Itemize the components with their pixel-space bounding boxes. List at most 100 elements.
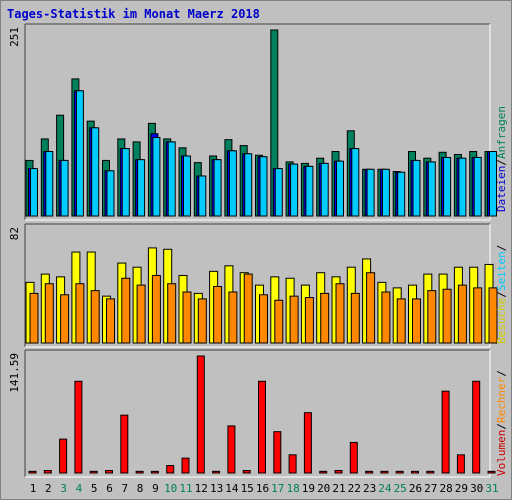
volumen-bar	[319, 470, 328, 474]
seiten-bar	[412, 159, 421, 217]
seiten-bar	[473, 156, 482, 217]
x-tick-label: 3	[60, 482, 67, 495]
rechner-bar	[259, 294, 268, 344]
volumen-bar	[395, 470, 404, 474]
seiten-bar	[213, 159, 222, 217]
rechner-bar	[151, 274, 161, 344]
rechner-bar	[335, 283, 345, 344]
legend-top-part: Anfragen	[495, 106, 508, 159]
volumen-bar	[456, 454, 465, 474]
volumen-bar	[487, 470, 496, 474]
legend-middle-part: /	[495, 291, 508, 298]
x-tick-label: 17	[271, 482, 284, 495]
x-tick-label: 30	[470, 482, 483, 495]
volumen-bar	[43, 470, 52, 474]
legend-top: Dateien/Anfragen	[495, 106, 508, 212]
rechner-bar	[243, 273, 253, 344]
volumen-bar	[426, 470, 435, 474]
x-tick-label: 9	[152, 482, 159, 495]
legend-bottom-part: /	[495, 370, 508, 377]
seiten-bar	[228, 150, 237, 217]
seiten-bar	[290, 163, 299, 217]
seiten-bar	[137, 159, 146, 217]
rechner-bar	[274, 299, 284, 344]
legend-middle-part: /	[495, 245, 508, 252]
x-tick-label: 13	[210, 482, 223, 495]
x-tick-label: 29	[455, 482, 468, 495]
x-tick-label: 10	[164, 482, 177, 495]
x-tick-label: 6	[106, 482, 113, 495]
rechner-bar	[213, 286, 223, 344]
volumen-bar	[105, 470, 113, 474]
seiten-bar	[259, 156, 268, 217]
rechner-bar	[304, 297, 314, 344]
volumen-bar	[349, 441, 358, 474]
seiten-bar	[152, 136, 161, 217]
bottom-panel-ylabel: 141.59	[8, 353, 21, 393]
x-tick-label: 8	[137, 482, 144, 495]
middle-panel-ylabel: 82	[8, 227, 21, 240]
seiten-bar	[397, 171, 406, 217]
x-tick-label: 26	[409, 482, 422, 495]
seiten-bar	[75, 90, 84, 217]
legend-top-part: /	[495, 159, 508, 166]
seiten-bar	[320, 162, 329, 217]
volumen-bar	[334, 470, 343, 474]
rechner-bar	[106, 298, 115, 344]
x-tick-label: 20	[317, 482, 330, 495]
rechner-bar	[412, 298, 421, 344]
x-tick-label: 15	[241, 482, 254, 495]
x-tick-label: 21	[332, 482, 345, 495]
seiten-bar	[489, 151, 497, 217]
x-tick-label: 19	[302, 482, 315, 495]
x-tick-label: 18	[286, 482, 299, 495]
volumen-bar	[288, 454, 297, 474]
rechner-bar	[121, 277, 131, 344]
volumen-bar	[227, 425, 236, 474]
x-tick-label: 22	[348, 482, 361, 495]
volumen-bar	[135, 470, 144, 474]
rechner-bar	[366, 272, 376, 344]
volumen-bar	[74, 380, 83, 474]
legend-top-part: Dateien	[495, 166, 508, 212]
rechner-bar	[29, 292, 39, 344]
volumen-bar	[365, 470, 374, 474]
volumen-bar	[212, 470, 221, 474]
seiten-bar	[443, 156, 452, 217]
legend-middle-part: Seiten	[495, 251, 508, 291]
x-tick-label: 2	[45, 482, 52, 495]
volumen-bar	[150, 470, 159, 474]
x-tick-label: 12	[195, 482, 208, 495]
x-tick-label: 4	[76, 482, 83, 495]
x-tick-label: 11	[179, 482, 192, 495]
rechner-bar	[320, 292, 330, 344]
seiten-bar	[183, 155, 191, 217]
x-tick-label: 7	[121, 482, 128, 495]
volumen-bar	[181, 457, 190, 474]
seiten-bar	[244, 153, 253, 217]
legend-middle-part: Besuche	[495, 298, 508, 344]
volumen-bar	[472, 380, 481, 474]
rechner-bar	[182, 291, 192, 344]
bottom-panel-bg	[25, 350, 490, 477]
top-panel-ylabel: 251	[8, 27, 21, 47]
rechner-bar	[75, 283, 85, 344]
seiten-bar	[427, 161, 436, 217]
seiten-bar	[305, 165, 314, 217]
rechner-bar	[90, 290, 100, 344]
seiten-bar	[198, 175, 207, 217]
volumen-bar	[380, 470, 389, 474]
rechner-bar	[289, 295, 299, 344]
rechner-bar	[228, 291, 238, 344]
seiten-bar	[106, 170, 115, 217]
volumen-bar	[120, 414, 129, 474]
rechner-bar	[427, 290, 437, 344]
rechner-bar	[442, 288, 452, 344]
rechner-bar	[473, 287, 483, 344]
rechner-bar	[136, 284, 146, 344]
legend-bottom-part: Volumen	[495, 430, 508, 476]
x-tick-label: 28	[439, 482, 452, 495]
legend-middle: Besuche/Seiten/	[495, 245, 508, 344]
seiten-bar	[274, 168, 283, 217]
x-tick-label: 23	[363, 482, 376, 495]
